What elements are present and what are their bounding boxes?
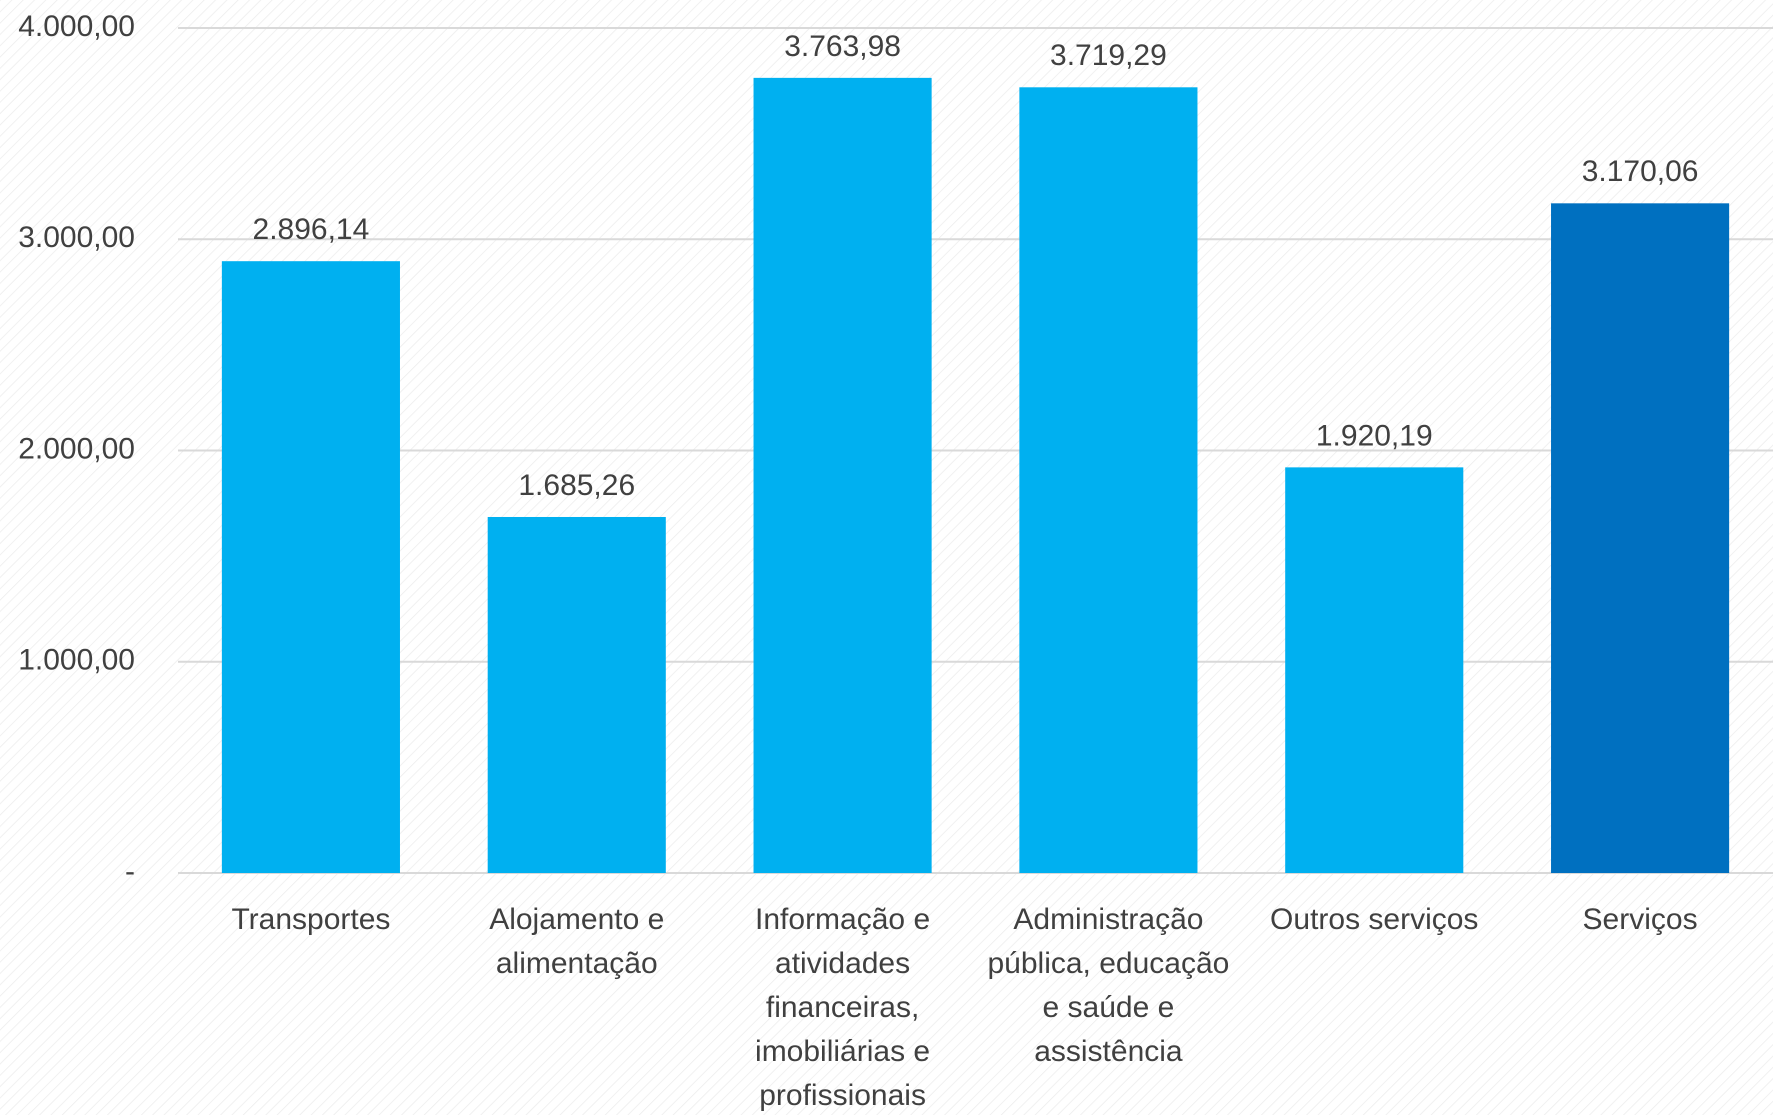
x-tick-label-line: Transportes <box>231 903 390 936</box>
x-tick-label-line: assistência <box>1034 1035 1183 1068</box>
x-tick-label-line: atividades <box>775 947 910 980</box>
bar <box>753 77 932 873</box>
y-tick-label: 1.000,00 <box>18 644 135 677</box>
y-tick-label: 2.000,00 <box>18 432 135 465</box>
y-tick-label: - <box>125 855 135 888</box>
x-tick-label-line: pública, educação <box>987 947 1229 980</box>
value-label: 3.763,98 <box>784 30 901 63</box>
value-label: 1.920,19 <box>1316 419 1433 452</box>
x-tick-label-line: Alojamento e <box>489 903 664 936</box>
x-tick-label-line: Serviços <box>1583 903 1698 936</box>
x-tick-label: Transportes <box>231 903 390 936</box>
x-tick-label-line: imobiliárias e <box>755 1035 930 1068</box>
x-tick-label-line: Informação e <box>755 903 930 936</box>
x-tick-label: Alojamento e alimentação <box>489 903 664 980</box>
x-tick-label-line: alimentação <box>496 947 658 980</box>
value-label: 1.685,26 <box>518 469 635 502</box>
x-tick-label: Informação e atividades financeiras, imobil… <box>755 903 930 1112</box>
x-tick-label-line: e saúde e <box>1043 991 1175 1024</box>
x-tick-label-line: Administração <box>1013 903 1203 936</box>
x-tick-label: Administração pública, educação e saúde e a… <box>987 903 1229 1068</box>
bar <box>1019 87 1198 873</box>
x-tick-label-line: profissionais <box>759 1079 926 1112</box>
y-tick-label: 3.000,00 <box>18 221 135 254</box>
x-tick-label-line: financeiras, <box>766 991 919 1024</box>
x-tick-label: Outros serviços <box>1270 903 1478 936</box>
bar <box>487 516 666 873</box>
y-tick-label: 4.000,00 <box>18 10 135 43</box>
value-label: 3.719,29 <box>1050 39 1167 72</box>
x-tick-label-line: Outros serviços <box>1270 903 1478 936</box>
bar <box>1285 467 1464 873</box>
value-label: 2.896,14 <box>253 213 370 246</box>
bar <box>221 261 400 873</box>
bar <box>1551 203 1730 873</box>
value-label: 3.170,06 <box>1582 155 1699 188</box>
x-tick-label: Serviços <box>1583 903 1698 936</box>
